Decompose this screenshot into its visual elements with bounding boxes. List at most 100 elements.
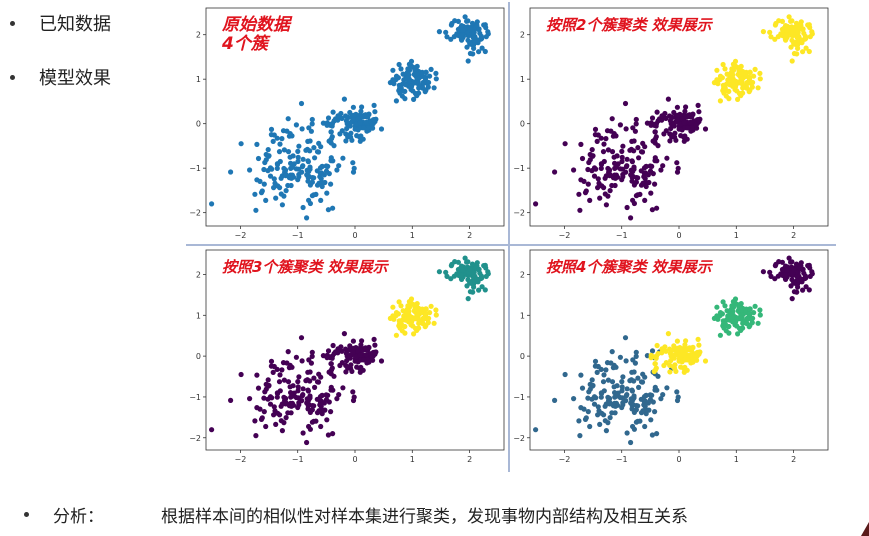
scatter-point bbox=[589, 147, 595, 153]
scatter-point bbox=[589, 168, 595, 174]
scatter-point bbox=[350, 160, 356, 166]
scatter-point bbox=[595, 404, 601, 410]
scatter-point bbox=[372, 118, 378, 125]
scatter-point bbox=[263, 197, 269, 203]
scatter-point bbox=[279, 202, 285, 208]
scatter-point bbox=[655, 118, 661, 124]
y-tick-label: −2 bbox=[513, 434, 525, 443]
scatter-point bbox=[660, 163, 666, 169]
scatter-point bbox=[284, 128, 290, 134]
scatter-point bbox=[684, 367, 690, 373]
scatter-point bbox=[674, 169, 681, 175]
scatter-point bbox=[465, 296, 471, 302]
scatter-point bbox=[633, 403, 640, 409]
scatter-point bbox=[471, 284, 477, 290]
scatter-point bbox=[309, 179, 315, 185]
scatter-point bbox=[729, 303, 735, 309]
scatter-point bbox=[317, 174, 323, 180]
scatter-point bbox=[576, 191, 582, 197]
scatter-point bbox=[687, 352, 693, 358]
x-tick-label: 2 bbox=[467, 455, 472, 464]
scatter-point bbox=[328, 409, 334, 415]
scatter-point bbox=[654, 109, 660, 115]
scatter-point bbox=[350, 397, 357, 404]
scatter-point bbox=[663, 348, 669, 354]
scatter-point bbox=[737, 80, 744, 86]
scatter-point bbox=[390, 313, 396, 319]
scatter-point bbox=[633, 407, 639, 413]
scatter-point bbox=[339, 348, 345, 354]
scatter-point bbox=[809, 271, 815, 277]
scatter-point bbox=[323, 163, 329, 169]
scatter-point bbox=[783, 23, 789, 29]
scatter-point bbox=[585, 409, 591, 415]
scatter-point bbox=[428, 303, 434, 309]
scatter-point bbox=[641, 402, 647, 408]
scatter-point bbox=[330, 205, 336, 211]
scatter-point bbox=[635, 145, 641, 151]
scatter-point bbox=[433, 312, 439, 318]
scatter-point bbox=[353, 121, 359, 127]
scatter-point bbox=[622, 100, 629, 107]
scatter-point bbox=[414, 307, 420, 313]
scatter-point bbox=[717, 73, 724, 79]
scatter-point bbox=[603, 202, 609, 208]
scatter-point bbox=[464, 259, 470, 265]
scatter-point bbox=[238, 371, 244, 378]
scatter-point bbox=[636, 155, 642, 161]
scatter-point bbox=[254, 372, 260, 378]
scatter-point bbox=[271, 404, 277, 410]
scatter-point bbox=[746, 324, 752, 330]
scatter-point bbox=[628, 215, 634, 221]
scatter-point bbox=[311, 375, 317, 381]
scatter-point bbox=[613, 393, 620, 399]
scatter-point bbox=[253, 207, 259, 213]
scatter-points bbox=[209, 14, 491, 221]
scatter-point bbox=[620, 374, 626, 380]
scatter-point bbox=[590, 383, 596, 389]
scatter-point bbox=[638, 396, 644, 402]
scatter-point bbox=[788, 44, 794, 50]
scatter-point bbox=[629, 174, 635, 180]
scatter-point bbox=[268, 363, 274, 369]
scatter-point bbox=[285, 379, 292, 385]
scatter-point bbox=[316, 371, 322, 377]
scatter-points bbox=[533, 255, 815, 446]
scatter-point bbox=[482, 48, 488, 55]
y-tick-label: 2 bbox=[520, 31, 525, 40]
scatter-point bbox=[738, 75, 744, 81]
scatter-point bbox=[295, 148, 301, 154]
chart-4-clusters: −2 −1 0 1 2 −2 −1 0 1 2 按照4个簇聚类 效果展示 bbox=[513, 249, 829, 464]
panel-divider-vertical bbox=[508, 2, 510, 472]
scatter-point bbox=[426, 315, 432, 321]
scatter-point bbox=[806, 48, 812, 55]
x-tick-label: −1 bbox=[292, 231, 304, 240]
scatter-point bbox=[674, 397, 681, 404]
scatter-point bbox=[357, 352, 363, 358]
scatter-point bbox=[313, 418, 319, 424]
scatter-point bbox=[455, 259, 461, 265]
scatter-point bbox=[284, 360, 290, 366]
scatter-point bbox=[647, 163, 653, 169]
scatter-point bbox=[350, 389, 356, 395]
scatter-point bbox=[328, 384, 334, 390]
scatter-point bbox=[428, 66, 434, 72]
scatter-point bbox=[667, 138, 673, 144]
scatter-point bbox=[655, 143, 661, 149]
scatter-point bbox=[683, 338, 689, 344]
scatter-point bbox=[323, 392, 329, 398]
scatter-point bbox=[460, 27, 466, 33]
scatter-point bbox=[722, 66, 728, 72]
y-tick-label: −2 bbox=[513, 209, 525, 218]
scatter-point bbox=[278, 418, 284, 424]
scatter-point bbox=[299, 393, 305, 399]
scatter-point bbox=[259, 415, 265, 421]
scatter-point bbox=[265, 377, 271, 383]
scatter-point bbox=[267, 401, 274, 407]
scatter-point bbox=[806, 287, 812, 293]
scatter-point bbox=[359, 104, 365, 110]
y-tick-label: 2 bbox=[520, 270, 525, 279]
scatter-point bbox=[459, 37, 465, 43]
scatter-point bbox=[807, 265, 813, 271]
scatter-point bbox=[314, 396, 320, 402]
